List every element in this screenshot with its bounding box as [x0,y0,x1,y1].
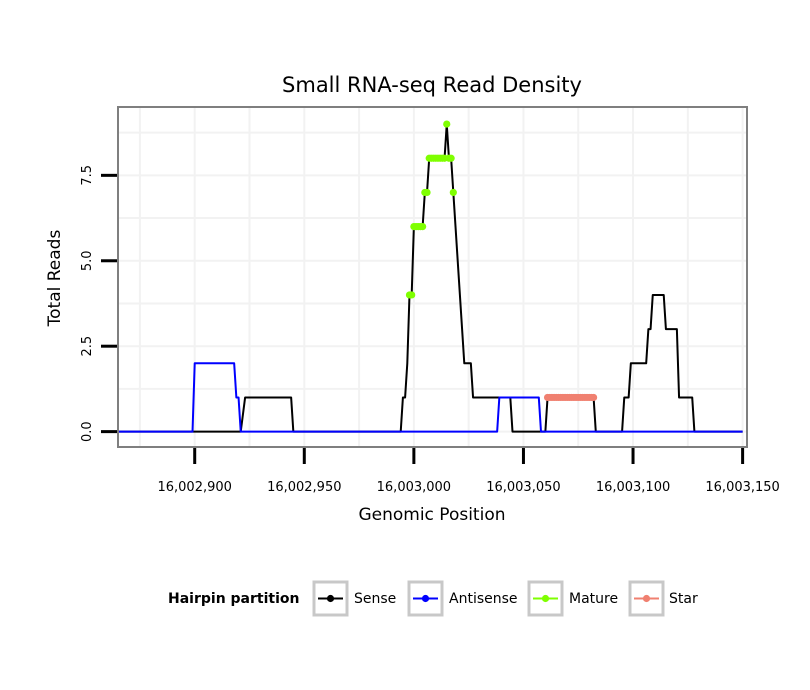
y-tick-label: 2.5 [80,336,95,357]
legend-title: Hairpin partition [168,591,299,607]
x-tick-label: 16,003,150 [705,480,779,495]
legend-label-sense: Sense [354,591,396,607]
legend: Hairpin partition Sense Antisense Mature St… [168,580,698,617]
x-axis-title: Genomic Position [358,505,505,525]
chart-title: Small RNA-seq Read Density [282,73,582,97]
series-mature-point [419,222,427,231]
legend-item-star: Star [628,580,698,617]
x-tick-label: 16,002,900 [157,480,231,495]
series-mature-point [443,120,451,128]
x-tick-label: 16,003,050 [486,480,560,495]
legend-label-antisense: Antisense [449,591,518,607]
legend-item-antisense: Antisense [407,580,518,617]
y-tick-label: 0.0 [80,421,95,442]
x-tick-label: 16,003,100 [596,480,670,495]
x-tick-label: 16,003,000 [377,480,451,495]
legend-key-point [541,594,550,603]
series-mature-point [423,188,431,197]
y-tick-label: 5.0 [80,250,95,271]
plot-border [117,106,748,448]
series-antisense-line [118,362,743,433]
legend-label-star: Star [669,591,698,607]
series-star-point [589,393,598,402]
legend-key-point [642,594,651,603]
series-mature-point [449,188,457,197]
series-mature-point [408,291,416,299]
series-mature-point [447,154,455,162]
x-axis: 16,002,900 16,002,950 16,003,000 16,003,050… [157,448,780,495]
plot-background [118,107,747,447]
legend-key-point [326,594,335,603]
legend-label-mature: Mature [569,591,618,607]
x-tick-label: 16,002,950 [267,480,341,495]
legend-item-sense: Sense [312,580,396,617]
y-axis: 0.0 2.5 5.0 7.5 [80,165,117,442]
legend-item-mature: Mature [527,580,618,617]
series-sense-line [118,123,743,433]
y-tick-label: 7.5 [80,165,95,186]
legend-key-point [421,594,430,603]
plot-area [118,107,747,447]
grid-lines [118,107,747,447]
y-axis-title: Total Reads [45,230,65,328]
series-layer [118,120,743,433]
